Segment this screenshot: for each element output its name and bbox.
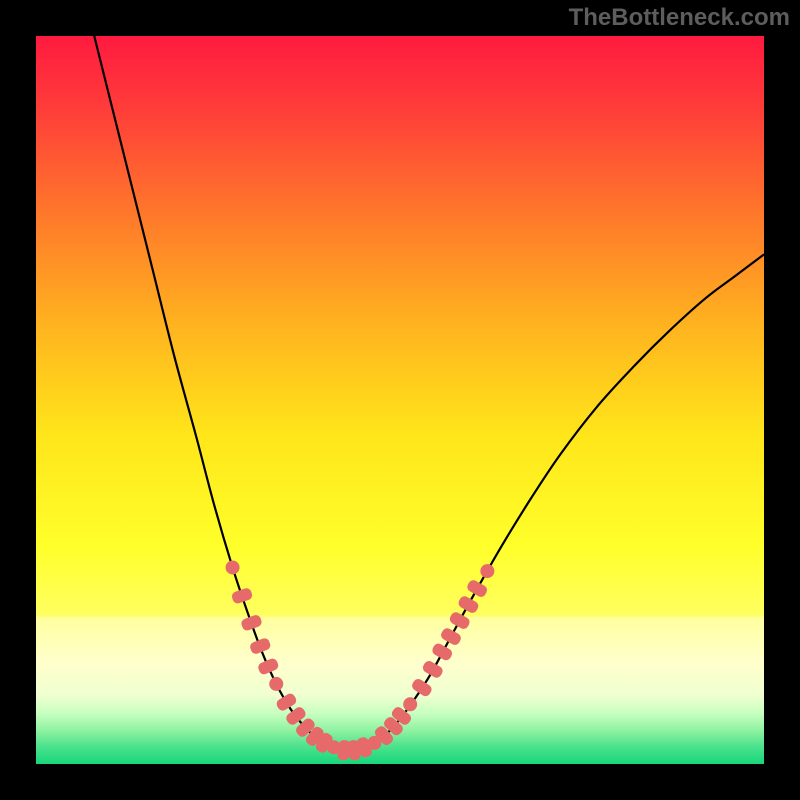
watermark-text: TheBottleneck.com [569, 4, 790, 32]
highlight-marker [431, 642, 454, 662]
highlight-marker [226, 560, 240, 574]
highlight-marker [457, 595, 480, 615]
curve-layer [36, 36, 764, 764]
highlight-marker [240, 614, 263, 632]
highlight-marker [257, 657, 280, 676]
highlight-marker [480, 564, 494, 578]
highlight-marker [448, 611, 471, 631]
chart-frame: TheBottleneck.com [0, 0, 800, 800]
highlight-marker [249, 637, 272, 655]
highlight-marker [231, 587, 254, 605]
highlight-marker [269, 677, 283, 691]
highlight-marker [275, 692, 298, 713]
highlight-marker [421, 659, 444, 679]
highlight-marker [439, 626, 462, 646]
plot-area [36, 36, 764, 764]
bottleneck-curve [94, 36, 764, 751]
highlight-marker [403, 697, 417, 711]
highlight-marker [410, 677, 433, 698]
highlight-marker [466, 578, 489, 598]
